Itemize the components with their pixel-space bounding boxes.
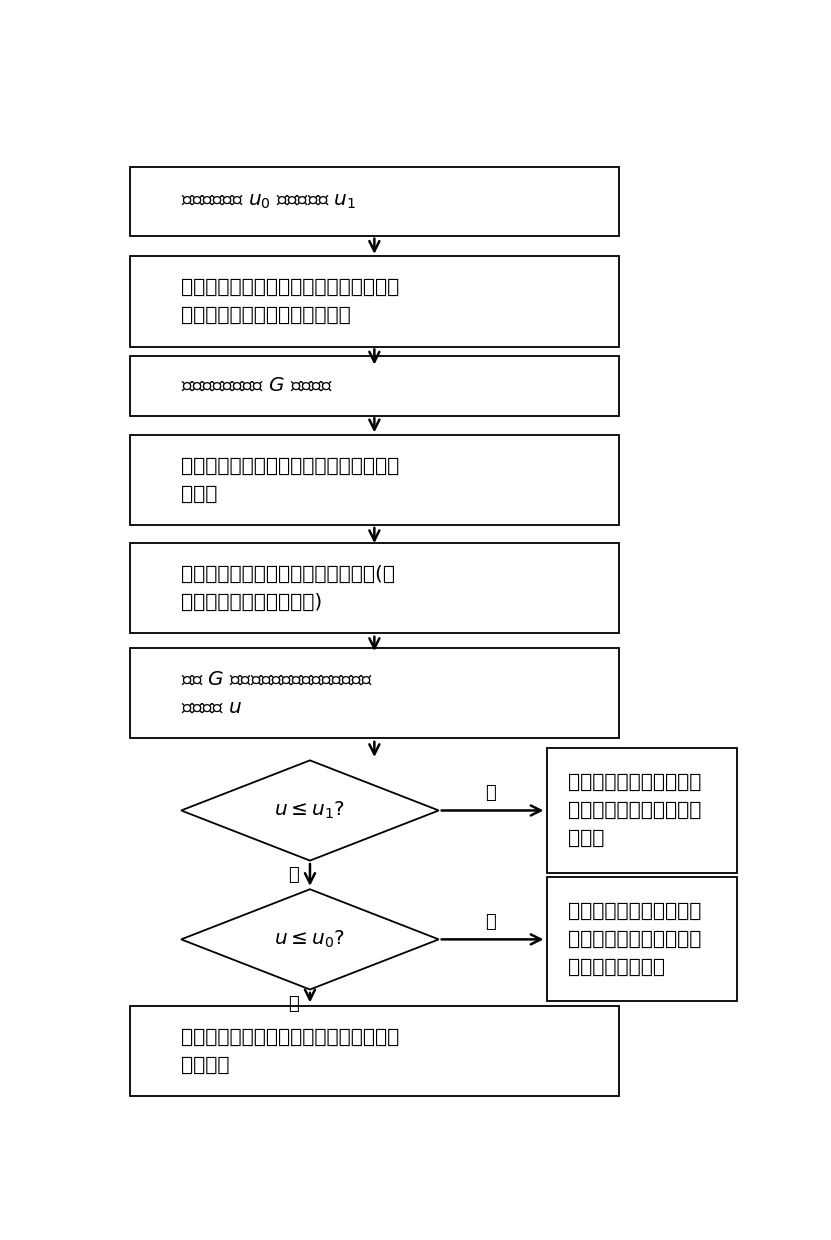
Polygon shape xyxy=(181,760,439,861)
FancyBboxPatch shape xyxy=(547,749,736,873)
Text: 建立各时间段相轨迹的模糊等价关系(基
于相空间的模糊等价关系): 建立各时间段相轨迹的模糊等价关系(基 于相空间的模糊等价关系) xyxy=(181,564,396,611)
FancyBboxPatch shape xyxy=(130,1006,619,1096)
Text: 绿色无警报，轴承性能正常，可以继续安
全地运行: 绿色无警报，轴承性能正常，可以继续安 全地运行 xyxy=(181,1028,400,1075)
Text: 红色警报，轴承性能严重
恶化，必须停止运行并更
换轴承: 红色警报，轴承性能严重 恶化，必须停止运行并更 换轴承 xyxy=(568,773,701,848)
Text: 将时间序列等分为 $G$ 个时间段: 将时间序列等分为 $G$ 个时间段 xyxy=(181,376,333,396)
Text: 否: 否 xyxy=(288,996,299,1013)
Text: 橙色警报，轴承性能开始
恶化，必须严密监视，尽
快维护或更换轴承: 橙色警报，轴承性能开始 恶化，必须严密监视，尽 快维护或更换轴承 xyxy=(568,901,701,977)
Text: 是: 是 xyxy=(485,784,495,802)
FancyBboxPatch shape xyxy=(130,167,619,236)
Text: 重构各时间段中时间序列的相空间，得到
相轨迹: 重构各时间段中时间序列的相空间，得到 相轨迹 xyxy=(181,456,400,503)
FancyBboxPatch shape xyxy=(130,647,619,738)
FancyBboxPatch shape xyxy=(130,257,619,347)
FancyBboxPatch shape xyxy=(130,435,619,526)
Text: $u\leq u_1$?: $u\leq u_1$? xyxy=(274,800,346,821)
FancyBboxPatch shape xyxy=(130,356,619,415)
Text: 否: 否 xyxy=(288,867,299,884)
Text: 在滚动轴承服役期间，通过测量系统采集
数据，获得轴承性能的时间序列: 在滚动轴承服役期间，通过测量系统采集 数据，获得轴承性能的时间序列 xyxy=(181,278,400,325)
FancyBboxPatch shape xyxy=(130,543,619,634)
Text: 是: 是 xyxy=(485,913,495,931)
Text: 计算 $G$ 个时间段相轨迹的最优模糊等价
关系测度 $u$: 计算 $G$ 个时间段相轨迹的最优模糊等价 关系测度 $u$ xyxy=(181,670,373,717)
Text: $u\leq u_0$?: $u\leq u_0$? xyxy=(274,929,346,950)
Text: 设定橙色阈值 $u_0$ 和红色阈值 $u_1$: 设定橙色阈值 $u_0$ 和红色阈值 $u_1$ xyxy=(181,192,356,211)
Polygon shape xyxy=(181,889,439,990)
FancyBboxPatch shape xyxy=(547,878,736,1002)
